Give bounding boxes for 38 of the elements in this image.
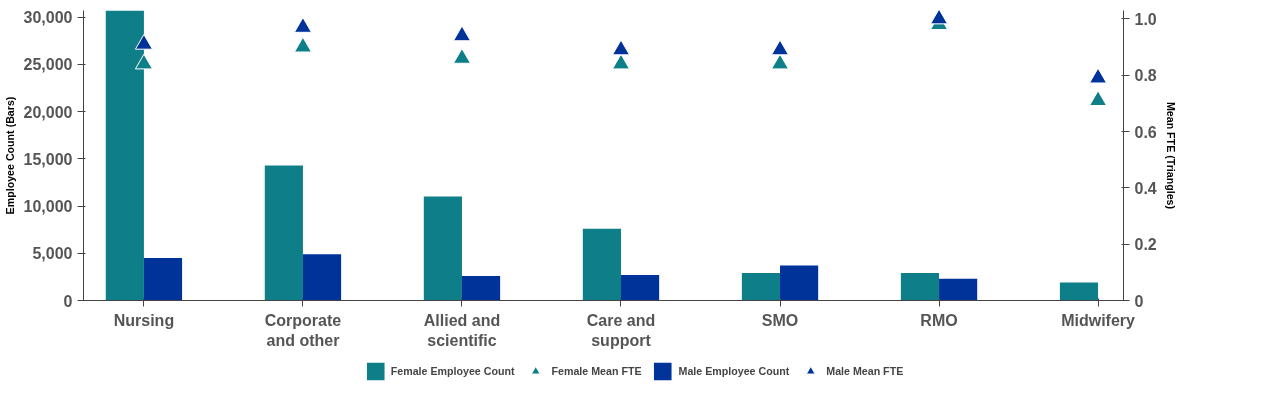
y2-tick-label: 0.6	[1134, 123, 1157, 141]
y2-axis-title: Mean FTE (Triangles)	[1164, 101, 1177, 210]
bar	[1059, 282, 1099, 301]
y2-tick-label: 0.4	[1134, 179, 1157, 197]
y-tick-label: 0	[63, 292, 73, 310]
bar	[461, 275, 501, 301]
bar	[939, 278, 978, 301]
bar	[143, 257, 183, 301]
y2-tick-label: 0.8	[1134, 67, 1157, 85]
y-tick-label: 20,000	[23, 103, 73, 121]
legend-label: Male Mean FTE	[826, 365, 904, 377]
x-tick-label: Corporate and other	[264, 311, 342, 349]
y-tick-label: 25,000	[23, 56, 73, 74]
legend-label: Male Employee Count	[678, 365, 790, 377]
y-tick-label: 5,000	[32, 245, 73, 263]
x-tick-label: Midwifery	[1061, 311, 1136, 329]
x-tick-label: Care and support	[586, 311, 656, 349]
bar	[620, 275, 660, 301]
bar	[582, 228, 621, 301]
legend-label: Female Mean FTE	[551, 365, 642, 377]
x-tick-label: SMO	[761, 311, 799, 329]
x-tick-label: Allied and scientific	[423, 311, 501, 349]
y2-tick-label: 0	[1134, 292, 1144, 310]
y-tick-label: 15,000	[23, 150, 73, 168]
y2-tick-label: 0.2	[1134, 236, 1157, 254]
x-tick-label: Nursing	[113, 311, 175, 329]
y-tick-label: 30,000	[23, 9, 73, 27]
bar	[780, 265, 819, 301]
y2-tick-label: 1.0	[1134, 10, 1157, 28]
bar	[900, 273, 940, 301]
y-axis-title: Employee Count (Bars)	[3, 96, 16, 215]
legend-label: Female Employee Count	[390, 365, 515, 377]
x-tick-label: RMO	[920, 311, 958, 329]
bar	[302, 254, 342, 301]
bar	[264, 165, 303, 301]
y-tick-label: 10,000	[23, 198, 73, 216]
bar	[423, 196, 462, 301]
bar	[741, 273, 781, 301]
